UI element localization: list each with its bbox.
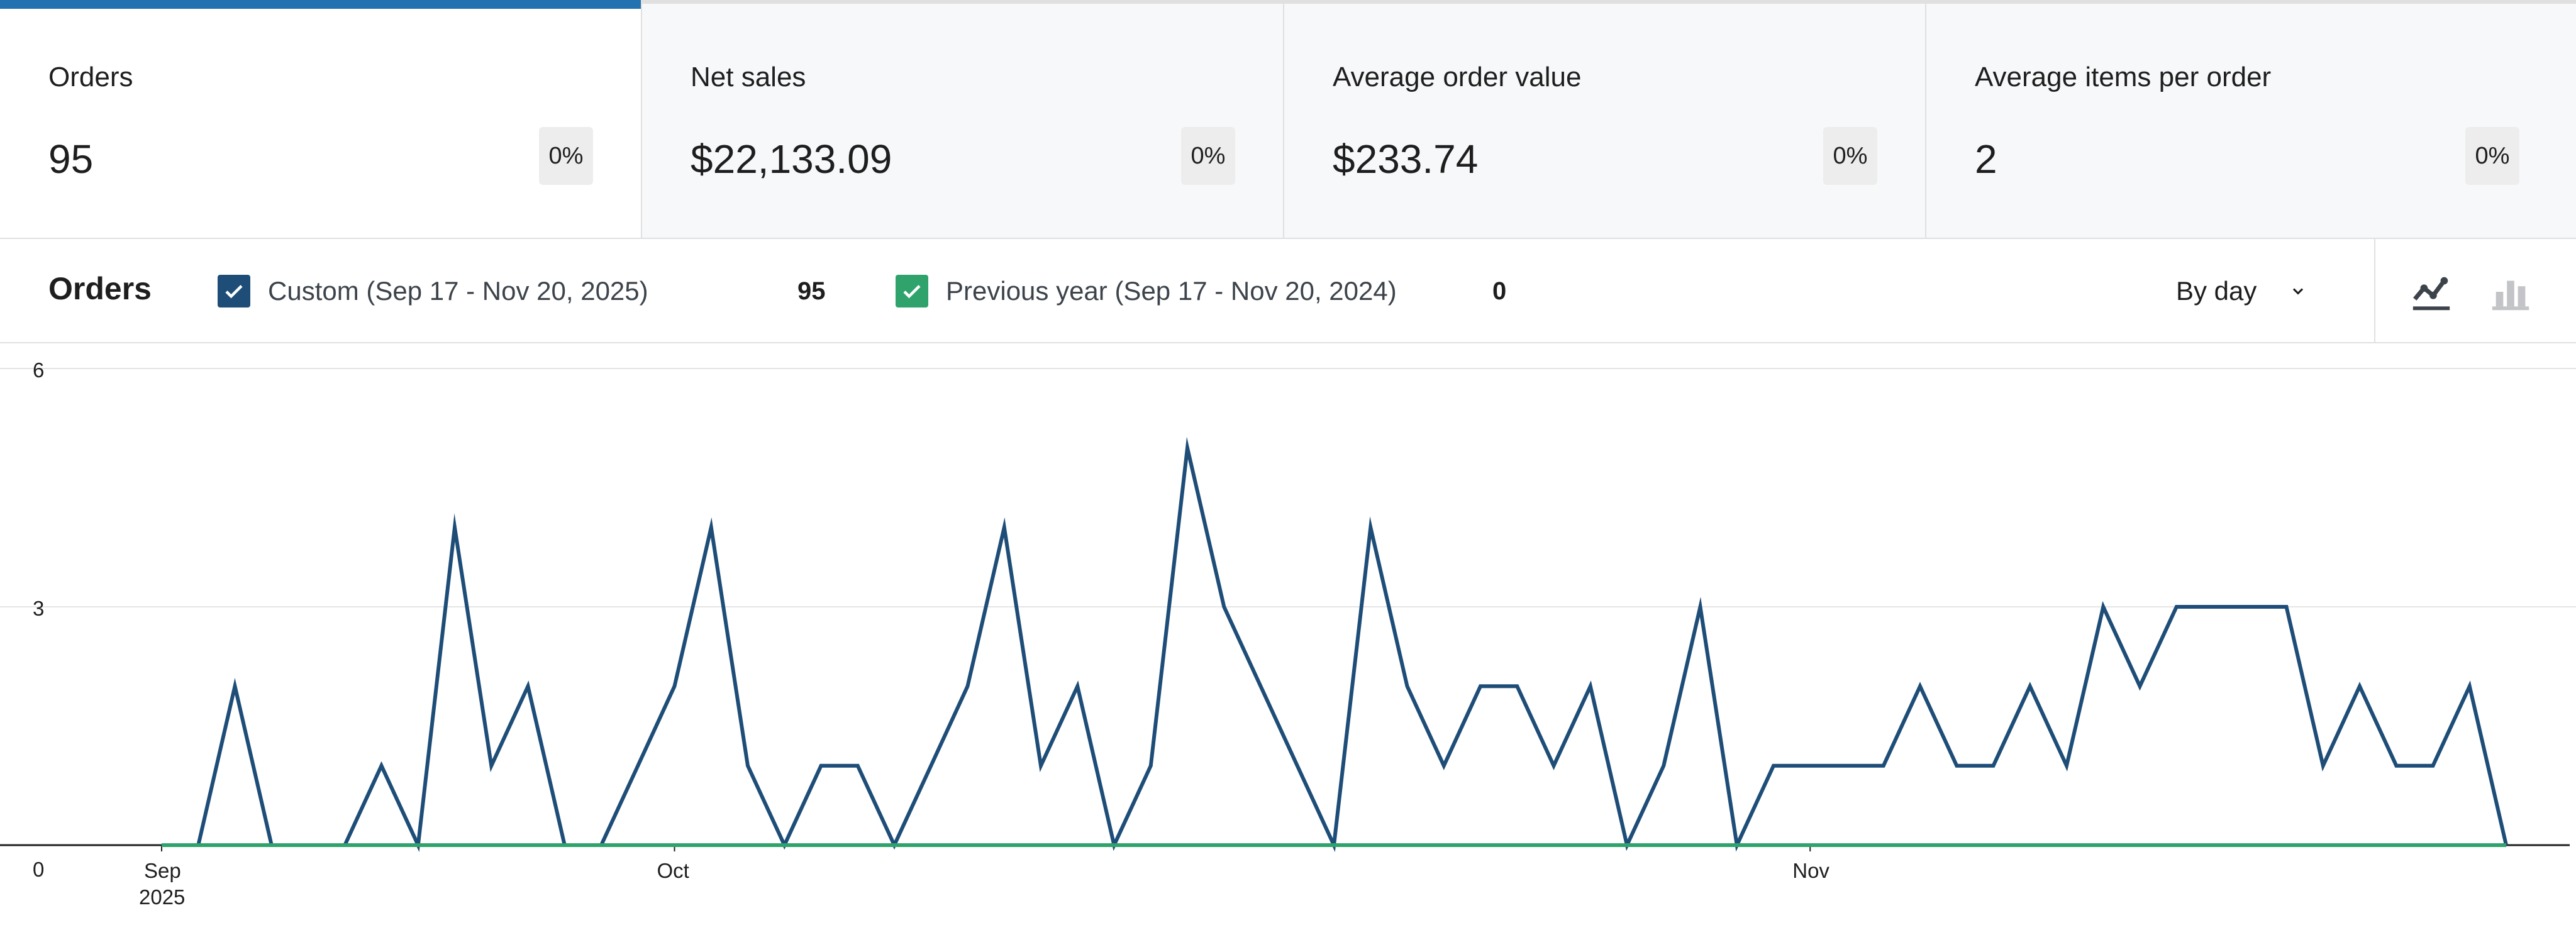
interval-select[interactable]: By day [2176, 239, 2307, 343]
tile-orders[interactable]: Orders 95 0% [0, 0, 642, 238]
tile-value: $233.74 [1333, 136, 1479, 182]
tile-label: Orders [48, 62, 133, 92]
legend-item-current[interactable]: Custom (Sep 17 - Nov 20, 2025) [218, 239, 648, 343]
tile-average-order-value[interactable]: Average order value $233.74 0% [1284, 4, 1926, 238]
chart-header: Orders Custom (Sep 17 - Nov 20, 2025) 95… [0, 239, 2576, 343]
tile-value: 2 [1975, 136, 1997, 182]
divider [2374, 239, 2375, 343]
x-tick-label: Sep [144, 859, 181, 882]
delta-badge: 0% [2465, 127, 2519, 185]
x-tick-label: Nov [1792, 859, 1829, 882]
summary-tiles: Orders 95 0% Net sales $22,133.09 0% Ave… [0, 0, 2576, 239]
delta-badge: 0% [1181, 127, 1235, 185]
series-line-current[interactable] [162, 436, 2508, 852]
tile-value: $22,133.09 [691, 136, 892, 182]
legend-total: 0 [1492, 277, 1507, 305]
y-tick-label: 6 [33, 358, 44, 382]
interval-label: By day [2176, 276, 2257, 306]
line-chart: 0 3 6 Sep 2025 Oct Nov [0, 358, 2576, 909]
tile-label: Average order value [1333, 62, 1582, 92]
chevron-down-icon [2293, 288, 2304, 295]
tile-average-items-per-order[interactable]: Average items per order 2 0% [1926, 4, 2576, 238]
line-chart-button[interactable] [2401, 262, 2462, 322]
tile-label: Net sales [691, 62, 806, 92]
checkbox-checked-icon[interactable] [218, 275, 250, 307]
bar-chart-icon [2492, 280, 2529, 311]
x-tick-label: Oct [657, 859, 689, 882]
y-tick-label: 0 [33, 858, 44, 881]
legend-label: Previous year (Sep 17 - Nov 20, 2024) [946, 276, 1397, 306]
line-chart-icon [2412, 277, 2450, 311]
tile-net-sales[interactable]: Net sales $22,133.09 0% [642, 4, 1284, 238]
checkbox-checked-icon[interactable] [896, 275, 928, 307]
legend-item-previous[interactable]: Previous year (Sep 17 - Nov 20, 2024) [896, 239, 1397, 343]
y-tick-label: 3 [33, 597, 44, 620]
tile-label: Average items per order [1975, 62, 2272, 92]
x-tick-sublabel: 2025 [139, 885, 185, 909]
bar-chart-button[interactable] [2480, 262, 2541, 322]
legend-total: 95 [797, 277, 826, 305]
delta-badge: 0% [1823, 127, 1877, 185]
chart-title: Orders [48, 271, 152, 306]
delta-badge: 0% [539, 127, 593, 185]
orders-chart: 0 3 6 Sep 2025 Oct Nov [0, 345, 2576, 925]
tile-value: 95 [48, 136, 94, 182]
legend-label: Custom (Sep 17 - Nov 20, 2025) [268, 276, 648, 306]
